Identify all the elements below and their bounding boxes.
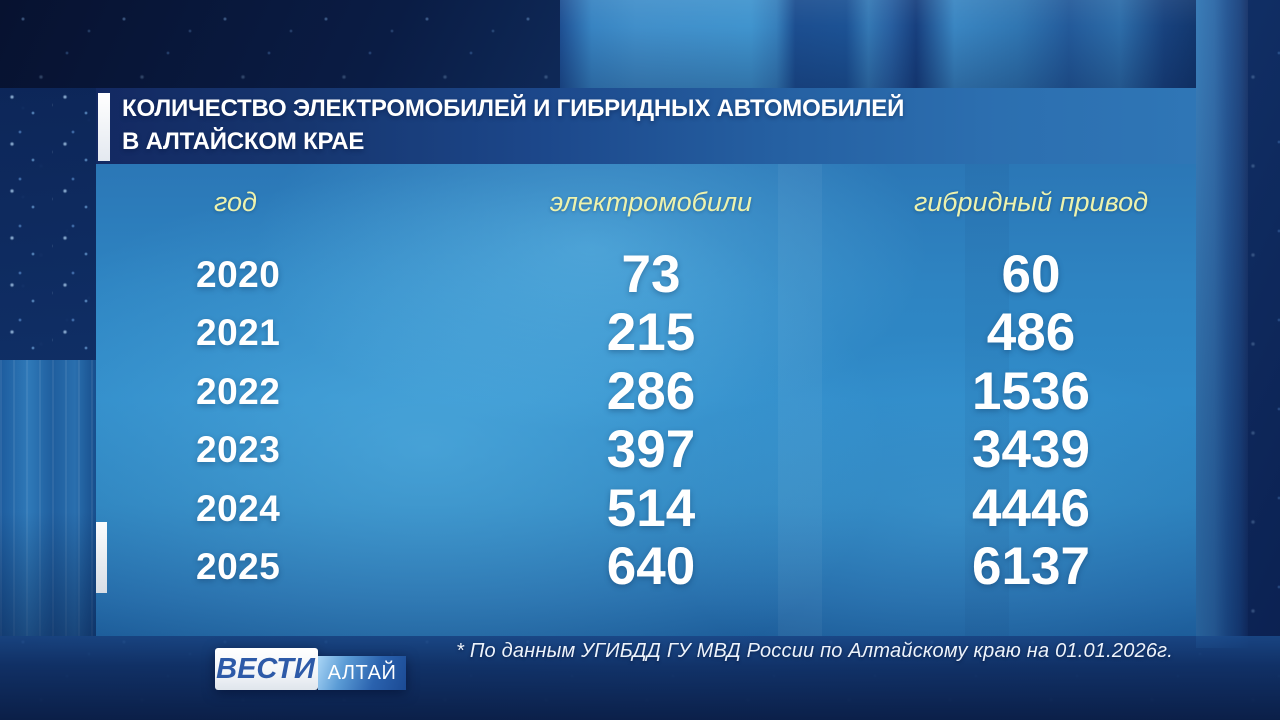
year-cell: 2023 — [196, 428, 281, 470]
ev-value-cell: 215 — [606, 303, 696, 362]
column-header-hybrid: гибридный привод — [913, 187, 1149, 217]
title-accent-bar — [98, 93, 110, 161]
glass-strip-left — [0, 360, 96, 636]
vesti-logo-badge: ВЕСТИ — [215, 648, 318, 690]
table-row: 2020 73 60 — [96, 244, 1196, 304]
year-cell: 2021 — [196, 311, 281, 353]
hybrid-value-cell: 486 — [986, 303, 1076, 362]
data-table: год электромобили гибридный привод 2020 … — [96, 164, 1196, 636]
page-title-line2: В АЛТАЙСКОМ КРАЕ — [122, 128, 365, 155]
table-header-row: год электромобили гибридный привод — [96, 182, 1196, 222]
page-title: КОЛИЧЕСТВО ЭЛЕКТРОМОБИЛЕЙ И ГИБРИДНЫХ АВ… — [122, 92, 904, 158]
ev-value-cell: 286 — [606, 362, 696, 421]
column-header-ev: электромобили — [549, 187, 753, 217]
hybrid-value-cell: 60 — [1001, 245, 1061, 304]
table-row: 2025 640 6137 — [96, 536, 1196, 596]
year-cell: 2020 — [196, 253, 281, 295]
table-panel — [96, 164, 1196, 636]
glass-panels-top — [560, 0, 1196, 88]
left-accent-bar — [96, 522, 107, 593]
vesti-altai-logo: ВЕСТИ АЛТАЙ — [215, 648, 406, 690]
hybrid-value-cell: 3439 — [972, 420, 1090, 479]
year-cell: 2025 — [196, 545, 281, 587]
hybrid-value-cell: 4446 — [972, 479, 1090, 538]
glass-panels-right — [1196, 0, 1248, 648]
hybrid-value-cell: 1536 — [972, 362, 1090, 421]
table-row: 2022 286 1536 — [96, 361, 1196, 421]
ev-value-cell: 73 — [621, 245, 681, 304]
table-row: 2021 215 486 — [96, 302, 1196, 362]
ev-value-cell: 640 — [606, 537, 696, 596]
source-footnote: * По данным УГИБДД ГУ МВД России по Алта… — [456, 640, 1173, 662]
table-row: 2023 397 3439 — [96, 419, 1196, 479]
year-cell: 2022 — [196, 370, 281, 412]
title-banner — [96, 88, 1196, 164]
bottom-band — [0, 636, 1280, 720]
ev-value-cell: 397 — [606, 420, 696, 479]
ev-value-cell: 514 — [606, 479, 696, 538]
city-lights-texture — [0, 88, 96, 360]
table-row: 2024 514 4446 — [96, 478, 1196, 538]
page-title-line1: КОЛИЧЕСТВО ЭЛЕКТРОМОБИЛЕЙ И ГИБРИДНЫХ АВ… — [122, 95, 905, 122]
year-cell: 2024 — [196, 487, 281, 529]
altai-logo-badge: АЛТАЙ — [318, 656, 406, 690]
hybrid-value-cell: 6137 — [972, 537, 1090, 596]
column-header-year: год — [214, 187, 257, 217]
